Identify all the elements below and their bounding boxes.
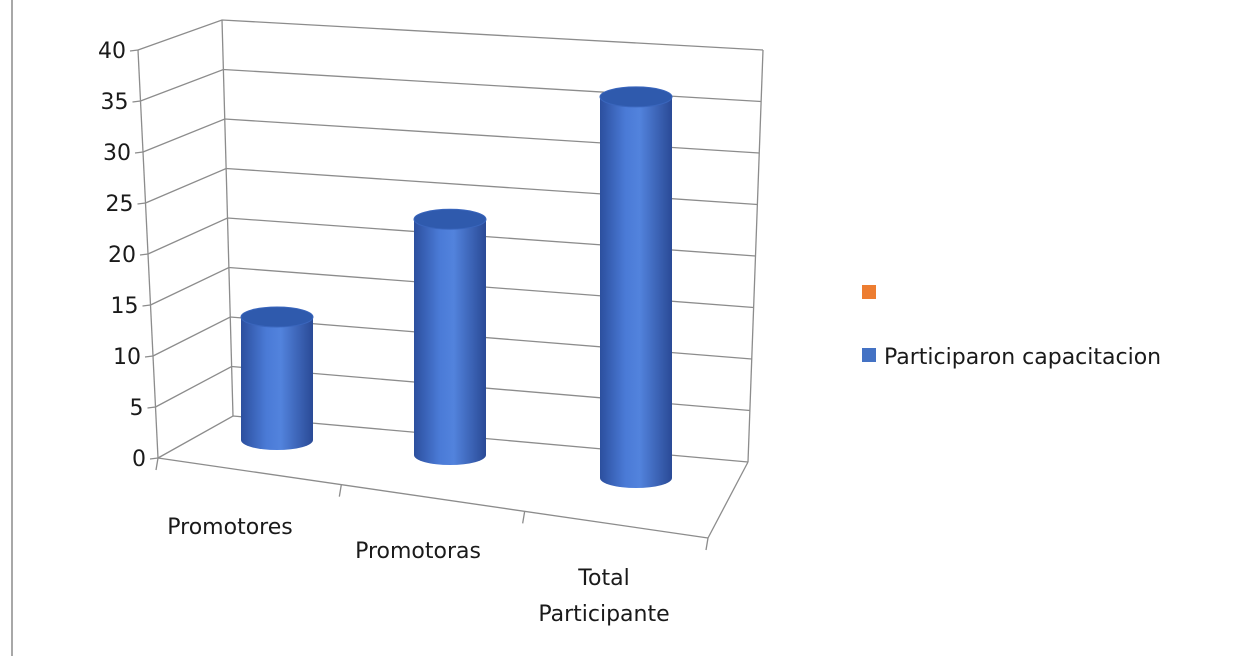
y-tick-mark [129, 49, 139, 52]
y-tick-mark [144, 355, 154, 358]
back-corner-line [221, 19, 234, 417]
bar-cylinder [413, 208, 487, 465]
bars [240, 86, 673, 489]
bar-body [241, 317, 313, 450]
x-tick-mark [522, 511, 526, 524]
bar-top [599, 86, 673, 108]
y-tick-label: 5 [130, 396, 144, 421]
y-tick-mark [147, 406, 156, 409]
y-tick-label: 40 [98, 39, 126, 64]
x-category-label: Promotoras [355, 539, 481, 564]
x-axis-line [157, 457, 709, 539]
y-axis-tick-labels: 0 5 10 15 20 25 30 35 40 [98, 39, 146, 472]
legend-swatch [862, 285, 876, 299]
back-right-edge-line [747, 49, 764, 463]
y-tick-mark [142, 304, 151, 307]
y-tick-mark [139, 253, 149, 256]
axes [137, 19, 764, 551]
y-tick-mark [132, 100, 141, 103]
bar-cylinder [240, 306, 314, 450]
bar-top [413, 208, 487, 230]
bar-body [600, 96, 672, 489]
y-tick-label: 0 [132, 447, 146, 472]
bar-body [414, 219, 486, 465]
x-tick-mark [155, 457, 159, 471]
y-tick-label: 30 [103, 141, 131, 166]
y-tick-label: 10 [113, 345, 141, 370]
x-tick-mark [705, 537, 709, 551]
y-tick-label: 15 [111, 294, 139, 319]
y-tick-mark [134, 151, 144, 154]
x-category-label: Total [577, 566, 629, 591]
bar-top [240, 306, 314, 328]
x-category-label: Participante [538, 602, 669, 627]
y-tick-mark [137, 202, 146, 205]
bar-cylinder [599, 86, 673, 489]
legend: Participaron capacitacion [862, 285, 1161, 370]
y-tick-label: 20 [108, 243, 136, 268]
y-tick-mark [149, 457, 159, 460]
floor-right-edge-line [707, 461, 749, 539]
x-tick-mark [338, 484, 342, 497]
y-axis-line [137, 49, 159, 459]
y-tick-label: 35 [101, 90, 129, 115]
gridline [137, 19, 764, 51]
x-axis-category-labels: Promotores Promotoras Total Participante [167, 515, 669, 627]
y-tick-label: 25 [106, 192, 134, 217]
legend-entry-label: Participaron capacitacion [884, 345, 1161, 370]
x-category-label: Promotores [167, 515, 292, 540]
legend-swatch [862, 348, 876, 362]
